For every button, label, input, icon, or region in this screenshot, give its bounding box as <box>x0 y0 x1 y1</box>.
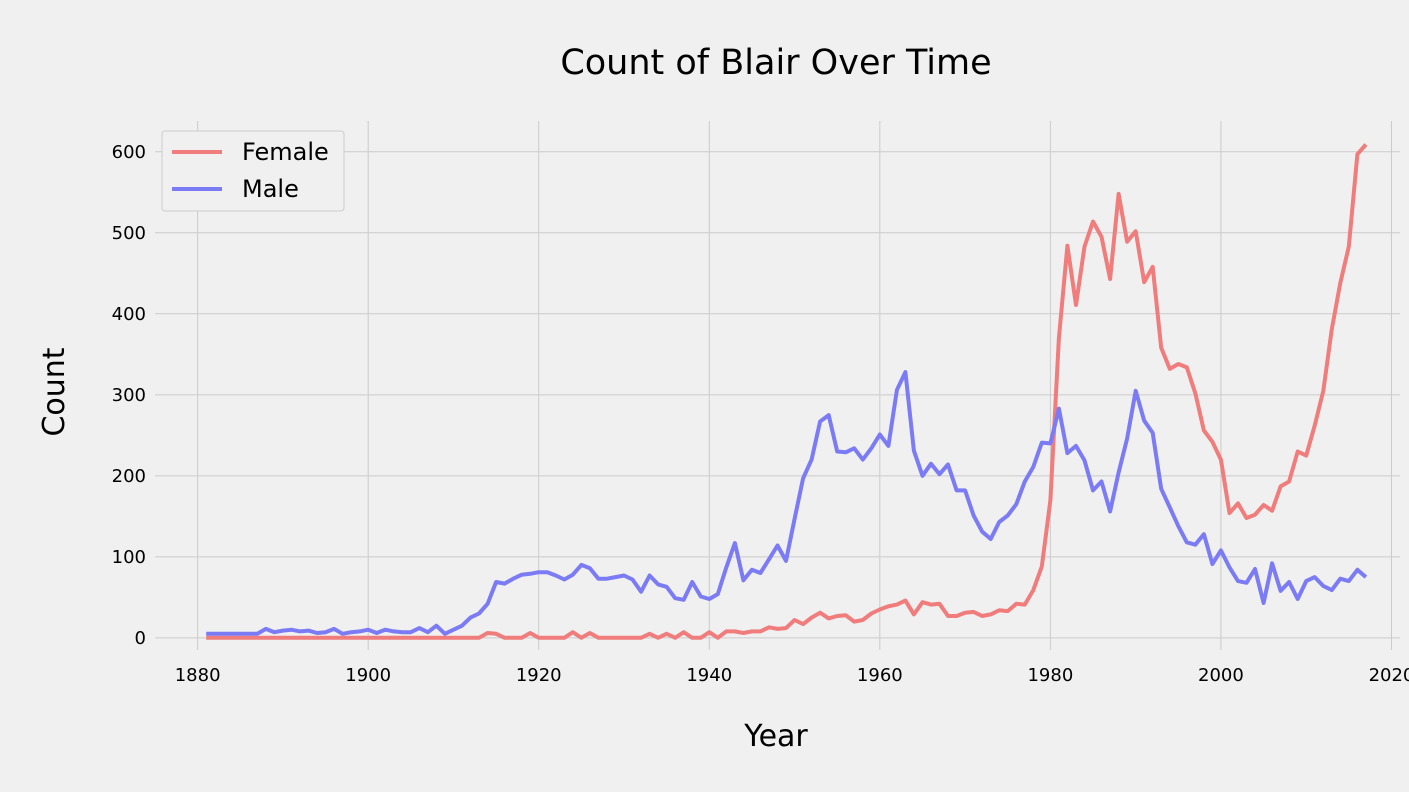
y-tick-label: 500 <box>112 223 146 244</box>
x-tick-label: 1880 <box>175 665 221 686</box>
x-axis-ticks: 1880 1900 1920 1940 1960 1980 2000 2020 <box>175 665 1409 686</box>
series-line-female <box>206 143 1368 640</box>
x-tick-label: 1960 <box>857 665 903 686</box>
x-tick-label: 2020 <box>1369 665 1409 686</box>
chart-title: Count of Blair Over Time <box>560 43 991 83</box>
y-axis-label: Count <box>37 347 72 436</box>
x-tick-label: 1900 <box>345 665 391 686</box>
series-line-male <box>206 370 1368 636</box>
x-tick-label: 2000 <box>1198 665 1244 686</box>
series-lines <box>206 143 1368 640</box>
y-tick-label: 400 <box>112 304 146 325</box>
y-tick-label: 600 <box>112 142 146 163</box>
y-tick-label: 300 <box>112 385 146 406</box>
x-axis-label: Year <box>743 719 808 754</box>
x-tick-label: 1980 <box>1027 665 1073 686</box>
legend-label-male: Male <box>242 175 299 203</box>
gridlines <box>155 121 1400 650</box>
y-tick-label: 0 <box>135 628 146 649</box>
y-axis-ticks: 0 100 200 300 400 500 600 <box>112 142 146 649</box>
y-tick-label: 200 <box>112 466 146 487</box>
legend: Female Male <box>161 130 345 212</box>
y-tick-label: 100 <box>112 547 146 568</box>
x-tick-label: 1940 <box>686 665 732 686</box>
x-tick-label: 1920 <box>516 665 562 686</box>
legend-label-female: Female <box>242 138 329 166</box>
